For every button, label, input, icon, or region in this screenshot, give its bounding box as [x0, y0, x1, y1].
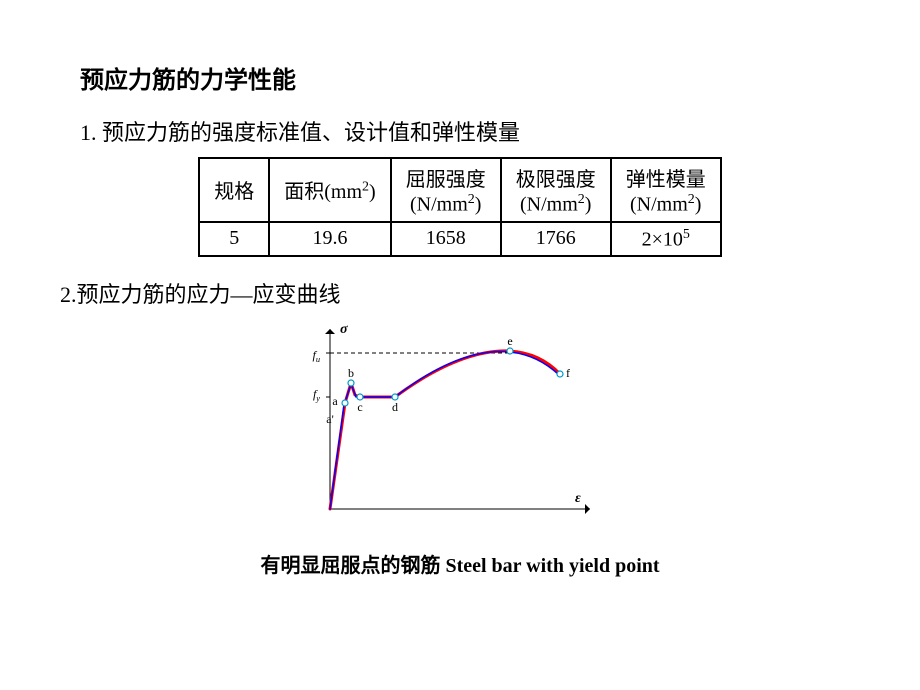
section-1-heading: 1. 预应力筋的强度标准值、设计值和弹性模量 [80, 115, 840, 147]
svg-text:a': a' [326, 412, 334, 426]
svg-text:σ: σ [340, 322, 348, 337]
properties-table: 规格 面积(mm2) 屈服强度 (N/mm2) 极限强度 (N/mm2) 弹性模… [198, 157, 721, 257]
table-row: 5 19.6 1658 1766 2×105 [199, 222, 720, 257]
section-2-heading: 2.预应力筋的应力—应变曲线 [60, 277, 840, 309]
col-spec: 规格 [199, 158, 269, 222]
col-modulus: 弹性模量 (N/mm2) [611, 158, 721, 222]
stress-strain-chart: a' ab c d e f fu fy σ ε [280, 319, 640, 539]
svg-text:e: e [507, 334, 512, 348]
table-header-row: 规格 面积(mm2) 屈服强度 (N/mm2) 极限强度 (N/mm2) 弹性模… [199, 158, 720, 222]
page-title: 预应力筋的力学性能 [80, 60, 840, 95]
chart-caption: 有明显屈服点的钢筋 Steel bar with yield point [80, 549, 840, 578]
col-yield: 屈服强度 (N/mm2) [391, 158, 501, 222]
svg-text:ε: ε [575, 491, 581, 506]
col-area: 面积(mm2) [269, 158, 390, 222]
cell-area: 19.6 [269, 222, 390, 257]
col-ultimate: 极限强度 (N/mm2) [501, 158, 611, 222]
svg-text:f: f [566, 366, 570, 380]
svg-text:d: d [392, 400, 398, 414]
svg-text:fu: fu [312, 348, 320, 364]
cell-modulus: 2×105 [611, 222, 721, 257]
svg-text:c: c [357, 400, 362, 414]
svg-text:fy: fy [313, 387, 320, 403]
cell-spec: 5 [199, 222, 269, 257]
cell-ultimate: 1766 [501, 222, 611, 257]
svg-text:a: a [332, 394, 338, 408]
cell-yield: 1658 [391, 222, 501, 257]
svg-text:b: b [348, 366, 354, 380]
